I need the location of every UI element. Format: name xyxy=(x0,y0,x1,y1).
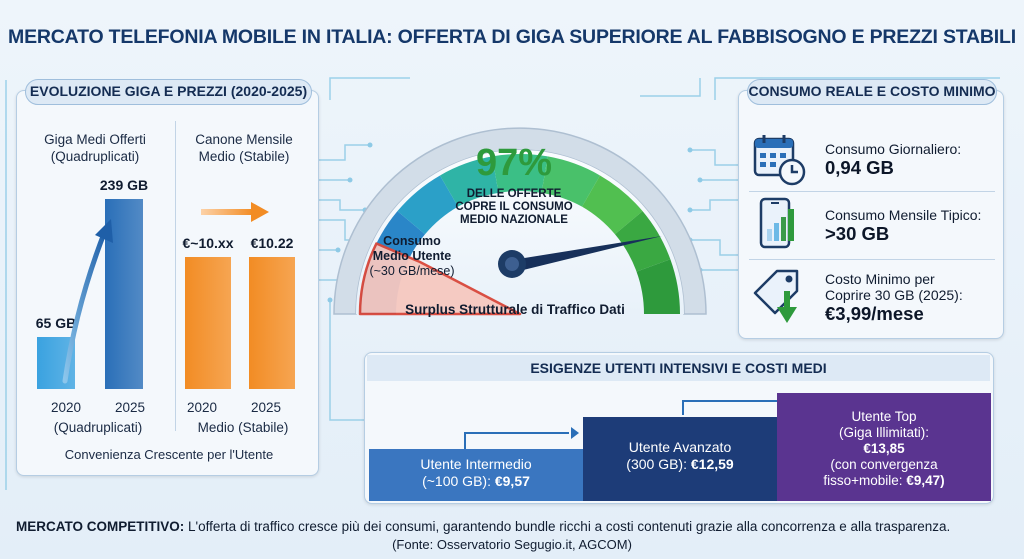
canone-year-2025: 2025 xyxy=(250,400,282,415)
costo-minimo-label-line2: Coprire 30 GB (2025): xyxy=(825,287,963,303)
consumo-mensile-value: >30 GB xyxy=(825,223,890,244)
canone-chart-title-line2: Medio (Stabile) xyxy=(198,149,290,164)
giga-axis-note: (Quadruplicati) xyxy=(53,420,143,435)
step-utente-avanzato: Utente Avanzato (300 GB): €12,59 xyxy=(583,417,777,501)
coverage-gauge xyxy=(333,127,707,316)
giga-prezzi-header: EVOLUZIONE GIGA E PREZZI (2020-2025) xyxy=(25,79,312,105)
canone-chart-title: Canone Mensile Medio (Stabile) xyxy=(179,131,309,165)
giga-prezzi-panel: EVOLUZIONE GIGA E PREZZI (2020-2025) Gig… xyxy=(16,79,319,476)
market-summary-text: L'offerta di traffico cresce più dei con… xyxy=(184,519,951,534)
giga-chart-title-line2: (Quadruplicati) xyxy=(50,149,140,164)
consumo-medio-line3: (~30 GB/mese) xyxy=(369,264,455,278)
step-top-line5: fisso+mobile: xyxy=(823,473,907,488)
consumo-reale-header: CONSUMO REALE E COSTO MINIMO xyxy=(747,79,997,105)
source-note: (Fonte: Osservatorio Segugio.it, AGCOM) xyxy=(392,537,632,552)
giga-value-2020: 65 GB xyxy=(35,315,77,331)
smartphone-chart-icon xyxy=(759,197,794,249)
consumo-medio-line2: Medio Utente xyxy=(372,249,452,263)
consumo-giornaliero-value: 0,94 GB xyxy=(825,157,894,178)
page-title: MERCATO TELEFONIA MOBILE IN ITALIA: OFFE… xyxy=(8,26,1016,48)
price-tag-icon xyxy=(753,269,799,323)
step-top-line4: (con convergenza xyxy=(830,457,938,472)
panel-divider xyxy=(175,121,176,431)
step-utente-top: Utente Top (Giga Illimitati): €13,85 (co… xyxy=(777,393,991,501)
coverage-subtitle-1: DELLE OFFERTE xyxy=(466,188,562,200)
coverage-subtitle-3: MEDIO NAZIONALE xyxy=(460,214,568,226)
consumo-mensile-label: Consumo Mensile Tipico: xyxy=(825,207,982,223)
step-top-line1: Utente Top xyxy=(851,409,917,424)
step-avanzato-price: €12,59 xyxy=(690,456,734,472)
giga-value-2025: 239 GB xyxy=(99,177,149,193)
giga-chart-title-line1: Giga Medi Offerti xyxy=(44,132,146,147)
canone-year-2020: 2020 xyxy=(186,400,218,415)
canone-value-2025: €10.22 xyxy=(250,235,294,251)
market-summary: MERCATO COMPETITIVO: L'offerta di traffi… xyxy=(16,518,1016,535)
step-intermedio-line1: Utente Intermedio xyxy=(420,456,532,472)
left-panel-footer: Convenienza Crescente per l'Utente xyxy=(64,447,274,462)
right-divider-1 xyxy=(749,191,995,192)
giga-year-2020: 2020 xyxy=(50,400,82,415)
consumo-medio-label: Consumo Medio Utente (~30 GB/mese) xyxy=(352,234,472,279)
step-avanzato-gb: (300 GB): xyxy=(626,456,691,472)
canone-bar-2020 xyxy=(185,257,231,389)
stable-arrow-icon xyxy=(201,202,269,222)
right-divider-2 xyxy=(749,259,995,260)
consumo-giornaliero-label: Consumo Giornaliero: xyxy=(825,141,962,157)
step-top-price2: €9,47) xyxy=(906,473,945,488)
esigenze-utenti-header: ESIGENZE UTENTI INTENSIVI E COSTI MEDI xyxy=(367,355,990,381)
giga-year-2025: 2025 xyxy=(114,400,146,415)
step-top-line2: (Giga Illimitati): xyxy=(838,425,929,440)
step-utente-intermedio: Utente Intermedio (~100 GB): €9,57 xyxy=(369,449,583,501)
step-avanzato-line1: Utente Avanzato xyxy=(628,439,732,455)
step-intermedio-price: €9,57 xyxy=(494,473,530,489)
canone-axis-note: Medio (Stabile) xyxy=(197,420,289,435)
coverage-percent: 97% xyxy=(475,142,553,184)
costo-minimo-label-line1: Costo Minimo per xyxy=(825,271,935,287)
consumo-medio-wedge xyxy=(358,242,522,316)
coverage-subtitle: DELLE OFFERTE COPRE IL CONSUMO MEDIO NAZ… xyxy=(424,188,604,227)
growth-arrow-icon xyxy=(62,219,113,384)
costo-minimo-label: Costo Minimo per Coprire 30 GB (2025): xyxy=(825,271,963,303)
gauge-needle xyxy=(498,236,662,278)
canone-value-2020: €~10.xx xyxy=(182,235,234,251)
step-intermedio-gb: (~100 GB): xyxy=(422,473,495,489)
costo-minimo-value: €3,99/mese xyxy=(825,303,924,324)
canone-chart-title-line1: Canone Mensile xyxy=(195,132,293,147)
market-summary-bold: MERCATO COMPETITIVO: xyxy=(16,519,185,534)
giga-chart-title: Giga Medi Offerti (Quadruplicati) xyxy=(25,131,165,165)
step-top-price: €13,85 xyxy=(863,441,905,456)
canone-bar-2025 xyxy=(249,257,295,389)
calendar-clock-icon xyxy=(753,135,806,186)
consumo-medio-line1: Consumo xyxy=(383,234,441,248)
esigenze-utenti-panel: ESIGENZE UTENTI INTENSIVI E COSTI MEDI U… xyxy=(364,352,994,504)
surplus-label: Surplus Strutturale di Traffico Dati xyxy=(405,302,625,317)
coverage-subtitle-2: COPRE IL CONSUMO xyxy=(455,201,573,213)
consumo-reale-panel: CONSUMO REALE E COSTO MINIMO Consumo Gio… xyxy=(738,79,1004,339)
